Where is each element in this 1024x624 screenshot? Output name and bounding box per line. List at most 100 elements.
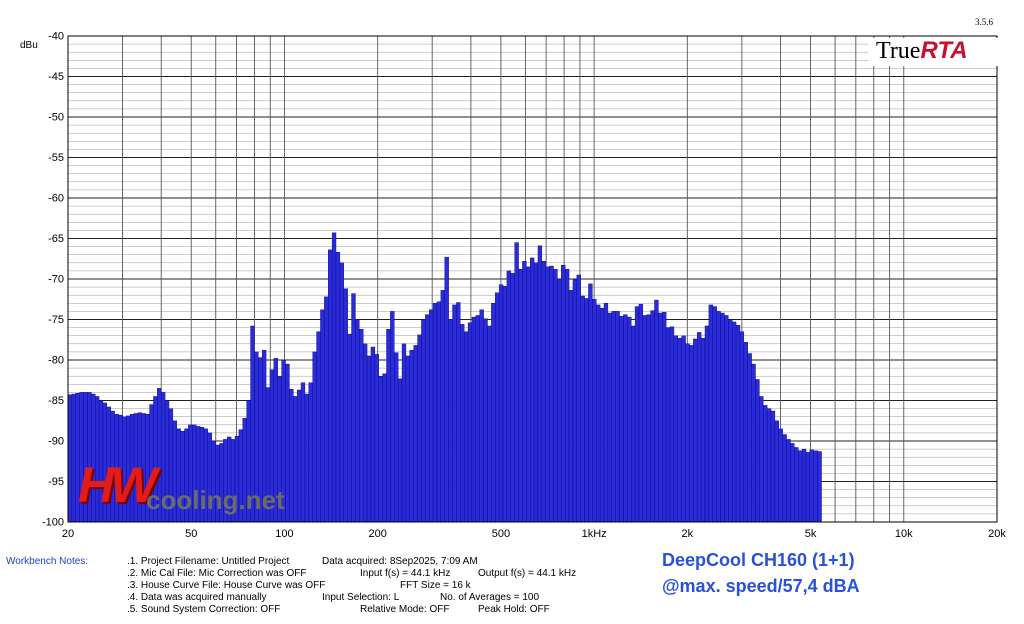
x-tick-label: 50 <box>185 528 197 540</box>
spectrum-bar <box>475 315 480 523</box>
spectrum-bar <box>778 428 783 523</box>
spectrum-bar <box>708 304 713 523</box>
spectrum-bar <box>495 292 500 523</box>
spectrum-bar <box>510 273 515 523</box>
spectrum-bar <box>312 351 317 523</box>
spectrum-bar <box>801 448 807 523</box>
spectrum-bar <box>751 363 756 523</box>
spectrum-bar <box>506 270 511 523</box>
hwcooling-watermark: HW cooling.net <box>78 455 288 519</box>
workbench-notes-label: Workbench Notes: <box>6 556 89 567</box>
spectrum-bar <box>328 249 333 523</box>
spectrum-bar <box>429 309 434 523</box>
y-tick-label: -70 <box>48 274 64 286</box>
spectrum-bar <box>599 307 605 523</box>
spectrum-bar <box>731 321 737 523</box>
spectrum-bar <box>685 343 690 523</box>
note-input-fs: Input f(s) = 44.1 kHz <box>360 568 451 579</box>
x-tick-label: 100 <box>275 528 293 540</box>
spectrum-bar <box>588 283 593 523</box>
spectrum-bar <box>716 311 721 523</box>
spectrum-bar <box>634 306 640 523</box>
spectrum-bar <box>650 310 655 523</box>
note-line-2: .2. Mic Cal File: Mic Correction was OFF <box>127 568 307 579</box>
spectrum-bar <box>770 410 776 523</box>
spectrum-bar <box>514 242 519 523</box>
spectrum-bar <box>479 309 484 523</box>
spectrum-bar <box>467 322 473 523</box>
spectrum-bar <box>568 290 574 523</box>
spectrum-bar <box>522 260 527 523</box>
spectrum-bar <box>304 393 310 523</box>
y-tick-label: -45 <box>48 71 64 83</box>
spectrum-bar <box>549 265 554 523</box>
note-line-4: .4. Data was acquired manually <box>127 592 267 603</box>
x-tick-label: 20k <box>988 528 1006 540</box>
spectrum-bar <box>766 408 772 523</box>
spectrum-bar <box>308 382 313 523</box>
spectrum-bar <box>677 337 682 523</box>
spectrum-bar <box>627 316 632 523</box>
spectrum-bar <box>654 299 659 523</box>
spectrum-bar <box>782 434 787 523</box>
spectrum-bar <box>296 389 302 523</box>
note-averages: No. of Averages = 100 <box>440 592 540 603</box>
spectrum-bar <box>421 319 426 523</box>
note-line-1: .1. Project Filename: Untitled Project <box>127 556 290 567</box>
spectrum-bar <box>382 373 387 523</box>
spectrum-bar <box>533 262 539 523</box>
spectrum-bar <box>596 304 601 523</box>
spectrum-bar <box>646 314 651 523</box>
spectrum-bar <box>813 450 818 523</box>
spectrum-bar <box>300 382 306 523</box>
spectrum-bar <box>786 439 791 523</box>
spectrum-bar <box>390 311 395 523</box>
spectrum-bar <box>394 352 399 523</box>
spectrum-bar <box>658 312 663 523</box>
spectrum-bar <box>359 329 364 523</box>
watermark-cooling-text: cooling.net <box>146 485 285 515</box>
note-output-fs: Output f(s) = 44.1 kHz <box>478 568 577 579</box>
spectrum-bar <box>743 341 748 523</box>
spectrum-bar <box>67 394 73 523</box>
spectrum-bar <box>809 449 814 523</box>
spectrum-bar <box>331 232 337 523</box>
spectrum-bar <box>491 303 496 523</box>
spectrum-bar <box>444 256 449 523</box>
spectrum-bar <box>623 314 628 523</box>
spectrum-bar <box>487 325 492 523</box>
spectrum-bar <box>526 266 531 523</box>
spectrum-bar <box>293 396 298 523</box>
x-tick-label: 200 <box>368 528 386 540</box>
x-tick-label: 500 <box>492 528 510 540</box>
spectrum-bar <box>440 290 445 523</box>
spectrum-bar <box>335 252 341 523</box>
x-tick-label: 20 <box>62 528 74 540</box>
note-peak-hold: Peak Hold: OFF <box>478 604 550 615</box>
watermark-hw-text: HW <box>78 457 157 513</box>
spectrum-bar <box>805 452 811 523</box>
spectrum-bar <box>669 326 675 523</box>
spectrum-bar <box>351 293 356 523</box>
y-tick-label: -100 <box>42 517 64 529</box>
spectrum-bar <box>370 346 376 523</box>
spectrum-bar <box>518 269 523 523</box>
spectrum-bar <box>720 312 725 523</box>
caption-line-1: DeepCool CH160 (1+1) <box>662 550 855 570</box>
spectrum-bar <box>615 311 620 523</box>
spectrum-bar <box>697 332 702 523</box>
spectrum-bar <box>603 303 609 523</box>
spectrum-bar <box>763 405 768 523</box>
spectrum-bar <box>580 295 585 523</box>
y-tick-label: -95 <box>48 476 64 488</box>
spectrum-bar <box>704 325 710 523</box>
spectrum-bar <box>665 327 671 523</box>
spectrum-bar <box>747 353 752 523</box>
spectrum-bar <box>700 337 706 523</box>
spectrum-bar <box>409 350 414 523</box>
spectrum-bar <box>759 396 764 523</box>
spectrum-bar <box>619 316 624 523</box>
spectrum-bar <box>355 319 360 523</box>
x-tick-label: 1kHz <box>582 528 607 540</box>
